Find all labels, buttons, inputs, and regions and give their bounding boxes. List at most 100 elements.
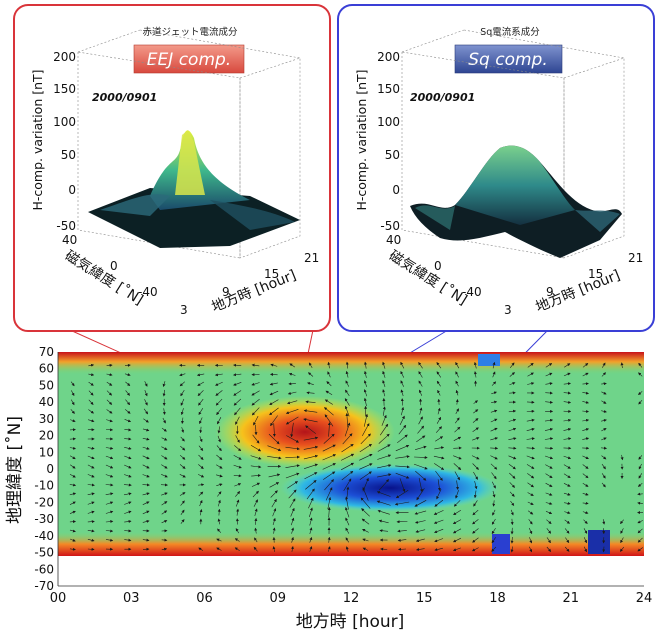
map-y-tick: -70	[34, 579, 54, 593]
flow-arrow	[288, 489, 297, 499]
map-blue-patch	[588, 530, 610, 554]
flow-arrow	[419, 407, 423, 415]
flow-arrow	[509, 382, 516, 386]
flow-arrow	[399, 415, 405, 426]
flow-arrow	[509, 472, 516, 479]
flow-arrow	[142, 464, 150, 469]
sq-lt-tick: 3	[504, 303, 512, 317]
flow-arrow	[217, 528, 222, 533]
eej-badge-label: EEJ comp.	[147, 50, 231, 70]
flow-arrow	[490, 463, 498, 470]
flow-arrow	[563, 473, 571, 479]
flow-arrow	[545, 511, 553, 515]
flow-arrow	[545, 455, 554, 460]
flow-arrow	[582, 511, 589, 514]
map-y-tick: 30	[39, 412, 54, 426]
flow-arrow	[529, 537, 533, 544]
flow-arrow	[217, 518, 221, 525]
flow-arrow	[70, 419, 76, 423]
flow-arrow	[418, 380, 423, 387]
flow-arrow	[198, 408, 204, 416]
flow-arrow	[583, 537, 587, 544]
flow-arrow	[216, 454, 223, 460]
flow-arrow	[215, 398, 223, 406]
flow-arrow	[322, 454, 337, 461]
flow-arrow	[455, 408, 459, 415]
flow-arrow	[269, 382, 278, 386]
flow-arrow	[362, 477, 369, 492]
flow-arrow	[455, 361, 460, 369]
flow-arrow	[527, 510, 534, 515]
flow-arrow	[601, 372, 607, 377]
flow-arrow	[382, 370, 386, 378]
flow-arrow	[345, 527, 350, 534]
flow-arrow	[323, 471, 336, 480]
flow-arrow	[303, 445, 319, 450]
flow-arrow	[472, 463, 479, 470]
flow-arrow	[529, 546, 533, 553]
map-x-tick: 15	[416, 591, 433, 606]
flow-arrow	[601, 400, 607, 404]
flow-arrow	[508, 409, 517, 413]
flow-arrow	[69, 529, 76, 533]
flow-arrow	[290, 507, 295, 517]
flow-arrow	[490, 427, 498, 432]
flow-arrow	[602, 546, 606, 553]
flow-arrow	[179, 381, 186, 387]
flow-arrow	[544, 427, 554, 431]
flow-arrow	[142, 428, 150, 432]
flow-arrow	[582, 492, 589, 496]
map-mask	[58, 556, 644, 586]
flow-arrow	[582, 464, 589, 469]
flow-arrow	[344, 422, 351, 437]
flow-arrow	[289, 498, 296, 508]
flow-arrow	[382, 380, 386, 387]
flow-arrow	[142, 437, 150, 441]
flow-arrow	[253, 415, 259, 426]
flow-arrow	[545, 372, 553, 377]
flow-arrow	[69, 520, 76, 524]
map-y-tick: 70	[39, 345, 54, 359]
sq-zlabel: H-comp. variation [nT]	[354, 69, 369, 210]
sq-lt-tick: 21	[628, 251, 643, 265]
sq-surface	[410, 145, 622, 258]
flow-arrow	[637, 528, 643, 534]
flow-arrow	[142, 446, 150, 450]
flow-arrow	[304, 472, 318, 480]
flow-arrow	[582, 437, 590, 441]
flow-arrow	[620, 454, 624, 461]
flow-arrow	[526, 400, 535, 404]
flow-arrow	[601, 446, 607, 450]
flow-arrow	[70, 409, 75, 414]
flow-arrow	[455, 389, 459, 396]
map-x-ticks: 00 03 06 09 12 15 18 21 24	[50, 591, 653, 606]
flow-arrow	[105, 538, 114, 542]
flow-arrow	[236, 508, 240, 516]
flow-arrow	[436, 371, 442, 378]
flow-arrow	[124, 446, 132, 450]
flow-arrow	[563, 391, 571, 395]
flow-arrow	[527, 482, 534, 488]
flow-arrow	[285, 472, 300, 479]
flow-arrow	[340, 453, 355, 461]
flow-arrow	[161, 492, 168, 496]
flow-arrow	[142, 483, 150, 487]
flow-arrow	[88, 390, 94, 396]
flow-arrow	[286, 435, 300, 443]
map-neg-minimum	[280, 464, 500, 512]
flow-arrow	[377, 464, 392, 469]
flow-arrow	[359, 463, 373, 470]
flow-arrow	[235, 435, 240, 443]
flow-arrow	[416, 548, 425, 551]
flow-arrow	[582, 428, 590, 431]
eej-lat-ticks: 40 0 -40	[62, 233, 158, 299]
flow-arrow	[69, 538, 76, 542]
flow-arrow	[582, 473, 589, 479]
flow-arrow	[309, 546, 313, 552]
flow-arrow	[472, 519, 479, 525]
flow-arrow	[306, 391, 315, 395]
flow-arrow	[69, 492, 77, 496]
eej-date: 2000/0901	[92, 91, 157, 104]
flow-arrow	[69, 437, 76, 441]
flow-arrow	[179, 474, 186, 478]
